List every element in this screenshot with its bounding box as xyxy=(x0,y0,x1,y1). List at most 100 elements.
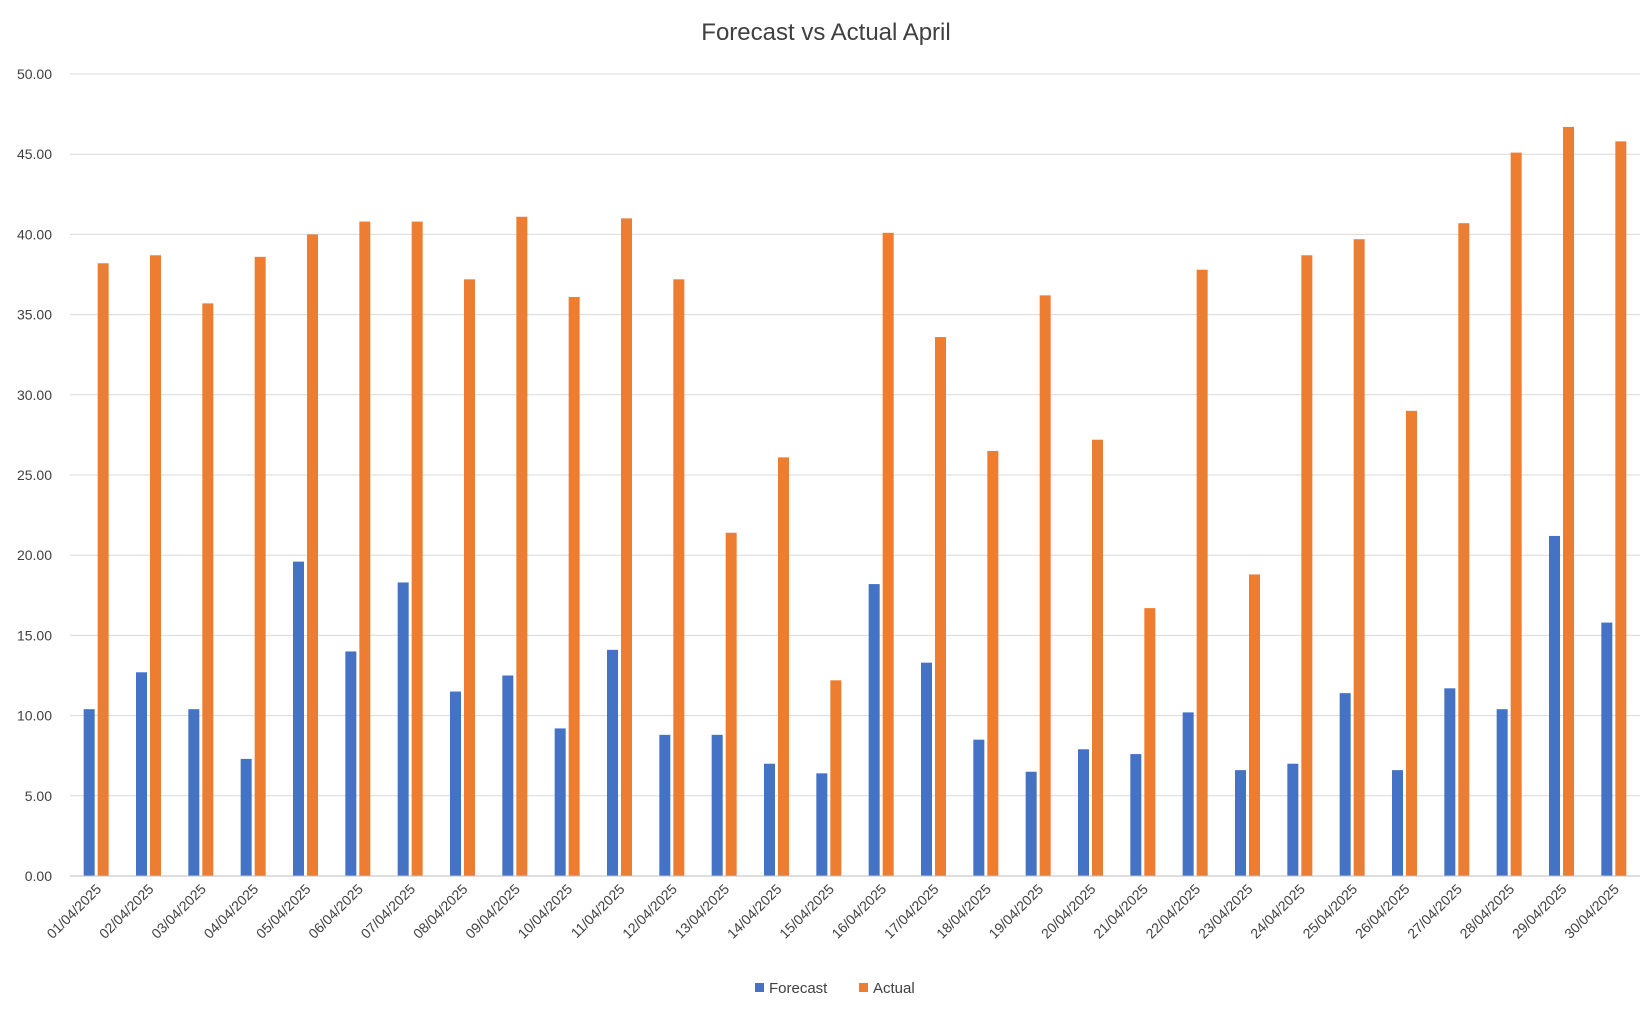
x-tick-label: 20/04/2025 xyxy=(1038,881,1099,942)
y-tick-label: 30.00 xyxy=(17,387,52,403)
bar-forecast-16 xyxy=(868,584,880,876)
x-tick-label: 25/04/2025 xyxy=(1299,881,1360,942)
y-tick-label: 5.00 xyxy=(25,788,52,804)
bar-forecast-20 xyxy=(1078,749,1089,876)
bar-actual-20 xyxy=(1092,439,1103,876)
bar-forecast-3 xyxy=(188,709,200,876)
bar-actual-17 xyxy=(935,337,946,876)
chart-title: Forecast vs Actual April xyxy=(701,19,950,46)
bar-forecast-9 xyxy=(502,675,514,876)
x-tick-label: 18/04/2025 xyxy=(933,881,994,942)
bar-forecast-1 xyxy=(83,709,95,876)
bar-forecast-4 xyxy=(240,758,252,876)
bar-actual-10 xyxy=(568,296,580,876)
bar-actual-26 xyxy=(1406,410,1417,876)
y-tick-label: 25.00 xyxy=(17,467,52,483)
bar-actual-15 xyxy=(830,680,842,876)
bar-forecast-14 xyxy=(764,763,775,876)
x-tick-label: 03/04/2025 xyxy=(148,881,209,942)
x-tick-label: 13/04/2025 xyxy=(671,881,732,942)
bar-forecast-12 xyxy=(659,734,671,876)
x-tick-label: 16/04/2025 xyxy=(828,881,889,942)
bars xyxy=(83,126,1627,877)
y-tick-label: 45.00 xyxy=(17,146,52,162)
bar-forecast-24 xyxy=(1287,763,1299,876)
bar-actual-27 xyxy=(1458,223,1470,876)
x-tick-label: 21/04/2025 xyxy=(1090,881,1151,942)
legend-label-forecast: Forecast xyxy=(769,980,828,997)
bar-actual-1 xyxy=(97,263,109,877)
x-tick-label: 26/04/2025 xyxy=(1352,881,1413,942)
bar-forecast-19 xyxy=(1025,771,1037,876)
bar-forecast-5 xyxy=(293,561,304,876)
x-tick-label: 04/04/2025 xyxy=(200,881,261,942)
x-tick-label: 08/04/2025 xyxy=(410,881,471,942)
bar-forecast-28 xyxy=(1496,709,1508,876)
x-tick-label: 29/04/2025 xyxy=(1509,881,1570,942)
y-tick-label: 0.00 xyxy=(25,868,52,884)
bar-actual-25 xyxy=(1353,239,1365,876)
bar-forecast-21 xyxy=(1130,754,1142,876)
bar-actual-22 xyxy=(1196,269,1208,876)
bar-forecast-6 xyxy=(345,651,357,876)
bar-forecast-10 xyxy=(554,728,566,876)
x-tick-label: 09/04/2025 xyxy=(462,881,523,942)
legend: Forecast Actual xyxy=(755,980,915,997)
bar-actual-28 xyxy=(1510,152,1522,876)
legend-label-actual: Actual xyxy=(873,980,915,997)
bar-actual-2 xyxy=(150,255,161,876)
bar-forecast-2 xyxy=(136,672,147,876)
bar-actual-3 xyxy=(202,303,214,876)
bar-forecast-26 xyxy=(1392,770,1403,876)
y-tick-label: 40.00 xyxy=(17,226,52,242)
x-tick-label: 15/04/2025 xyxy=(776,881,837,942)
bar-forecast-27 xyxy=(1444,688,1456,876)
bar-forecast-15 xyxy=(816,773,828,876)
bar-forecast-25 xyxy=(1339,693,1351,876)
x-tick-label: 24/04/2025 xyxy=(1247,881,1308,942)
bar-actual-12 xyxy=(673,279,685,876)
bar-forecast-22 xyxy=(1182,712,1194,876)
x-tick-label: 19/04/2025 xyxy=(985,881,1046,942)
x-tick-label: 11/04/2025 xyxy=(567,881,627,941)
x-tick-label: 30/04/2025 xyxy=(1561,881,1622,942)
x-tick-label: 23/04/2025 xyxy=(1195,881,1256,942)
x-tick-label: 22/04/2025 xyxy=(1142,881,1203,942)
x-axis-ticks: 01/04/202502/04/202503/04/202504/04/2025… xyxy=(43,881,1622,942)
bar-forecast-7 xyxy=(397,582,409,876)
bar-actual-4 xyxy=(254,256,266,877)
bar-forecast-11 xyxy=(607,649,618,876)
bar-actual-24 xyxy=(1301,255,1313,876)
x-tick-label: 28/04/2025 xyxy=(1456,881,1517,942)
bar-actual-29 xyxy=(1563,126,1574,876)
x-tick-label: 17/04/2025 xyxy=(881,881,942,942)
x-tick-label: 01/04/2025 xyxy=(43,881,104,942)
bar-actual-9 xyxy=(516,216,528,877)
x-tick-label: 10/04/2025 xyxy=(514,881,575,942)
bar-actual-18 xyxy=(987,450,999,876)
x-tick-label: 07/04/2025 xyxy=(357,881,418,942)
bar-actual-16 xyxy=(882,232,894,876)
bar-forecast-30 xyxy=(1601,622,1613,876)
legend-swatch-actual xyxy=(859,983,868,992)
y-tick-label: 20.00 xyxy=(17,547,52,563)
bar-actual-6 xyxy=(359,221,371,876)
bar-forecast-17 xyxy=(921,662,932,876)
y-tick-label: 50.00 xyxy=(17,66,52,82)
bar-forecast-18 xyxy=(973,739,985,876)
y-axis-ticks: 0.00 5.00 10.00 15.00 20.00 25.00 30.00 35.00 40… xyxy=(17,66,52,884)
bar-forecast-8 xyxy=(450,691,461,876)
bar-forecast-23 xyxy=(1235,770,1246,876)
y-tick-label: 10.00 xyxy=(17,708,52,724)
x-tick-label: 14/04/2025 xyxy=(724,881,785,942)
legend-swatch-forecast xyxy=(755,983,764,992)
bar-actual-7 xyxy=(411,221,423,876)
bar-actual-11 xyxy=(621,218,632,877)
bar-actual-23 xyxy=(1249,574,1260,876)
bar-actual-13 xyxy=(725,532,737,876)
x-tick-label: 27/04/2025 xyxy=(1404,881,1465,942)
x-tick-label: 02/04/2025 xyxy=(96,881,157,942)
gridlines xyxy=(70,73,1640,797)
bar-actual-14 xyxy=(778,457,789,876)
